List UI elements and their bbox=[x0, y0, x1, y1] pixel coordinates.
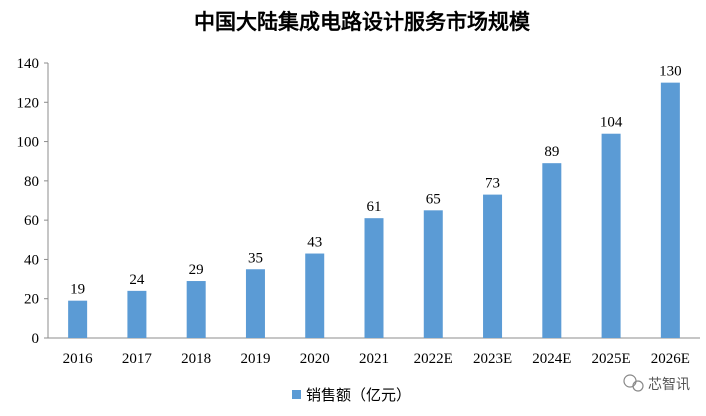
bar bbox=[127, 290, 147, 338]
data-label: 35 bbox=[248, 250, 263, 266]
x-tick-label: 2016 bbox=[63, 351, 94, 367]
bar bbox=[483, 194, 503, 338]
bar bbox=[364, 218, 384, 338]
bar bbox=[186, 281, 206, 338]
y-tick-label: 100 bbox=[17, 135, 40, 151]
data-label: 24 bbox=[129, 272, 145, 288]
bar bbox=[423, 210, 443, 338]
data-label: 61 bbox=[367, 199, 382, 215]
bar bbox=[601, 133, 621, 338]
chart-title: 中国大陆集成电路设计服务市场规模 bbox=[194, 9, 531, 34]
data-label: 73 bbox=[485, 176, 500, 192]
y-axis: 0 20 40 60 80 100 120 140 bbox=[17, 56, 49, 347]
data-label: 104 bbox=[600, 115, 623, 131]
x-tick-label: 2021 bbox=[359, 351, 389, 367]
data-label: 19 bbox=[70, 282, 85, 298]
watermark-text: 芯智讯 bbox=[648, 377, 690, 393]
x-tick-label: 2023E bbox=[473, 351, 512, 367]
x-tick-label: 2024E bbox=[532, 351, 571, 367]
data-label: 89 bbox=[544, 144, 559, 160]
x-tick-label: 2026E bbox=[651, 351, 690, 367]
x-tick-label: 2019 bbox=[240, 351, 270, 367]
bar bbox=[245, 269, 265, 338]
data-label: 65 bbox=[426, 191, 441, 207]
data-label: 29 bbox=[189, 262, 204, 278]
x-tick-label: 2017 bbox=[122, 351, 153, 367]
y-tick-label: 20 bbox=[24, 292, 39, 308]
y-tick-label: 60 bbox=[24, 213, 39, 229]
watermark: 芯智讯 bbox=[623, 374, 690, 393]
legend-label: 销售额（亿元） bbox=[306, 386, 411, 404]
y-tick-label: 140 bbox=[17, 56, 40, 72]
bars bbox=[68, 82, 680, 339]
y-tick-label: 80 bbox=[24, 174, 39, 190]
x-tick-label: 2025E bbox=[592, 351, 631, 367]
wechat-logo-icon bbox=[623, 374, 644, 392]
x-tick-label: 2018 bbox=[181, 351, 211, 367]
y-tick-label: 40 bbox=[24, 252, 39, 268]
bar bbox=[542, 163, 562, 338]
x-tick-label: 2022E bbox=[414, 351, 453, 367]
x-axis: 2016 2017 2018 2019 2020 2021 2022E 2023E 2024E 2… bbox=[48, 337, 700, 367]
bar bbox=[305, 253, 325, 338]
legend: 销售额（亿元） bbox=[292, 386, 411, 404]
x-tick-label: 2020 bbox=[300, 351, 330, 367]
data-label: 43 bbox=[307, 235, 322, 251]
legend-swatch bbox=[292, 390, 301, 399]
data-labels: 19 24 29 35 43 61 65 73 89 104 130 bbox=[70, 64, 681, 298]
bar bbox=[68, 300, 88, 338]
y-tick-label: 120 bbox=[17, 95, 40, 111]
y-tick-label: 0 bbox=[32, 331, 40, 347]
bar bbox=[660, 82, 680, 339]
data-label: 130 bbox=[659, 64, 682, 80]
